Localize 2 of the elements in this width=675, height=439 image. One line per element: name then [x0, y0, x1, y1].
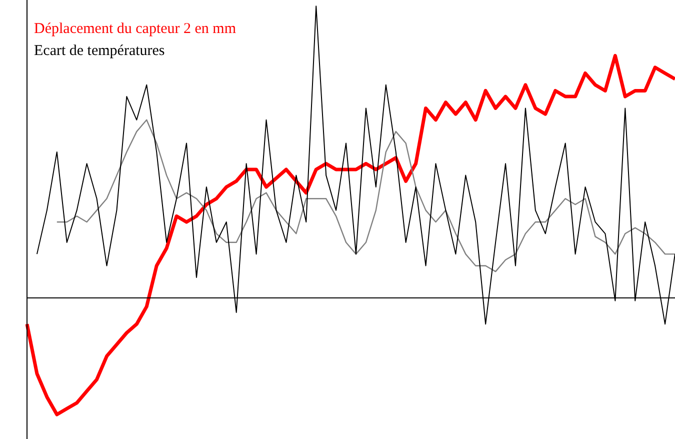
text: Ecart de températures	[34, 42, 166, 61]
text: Déplacement du capteur 2 en mm	[34, 20, 236, 39]
